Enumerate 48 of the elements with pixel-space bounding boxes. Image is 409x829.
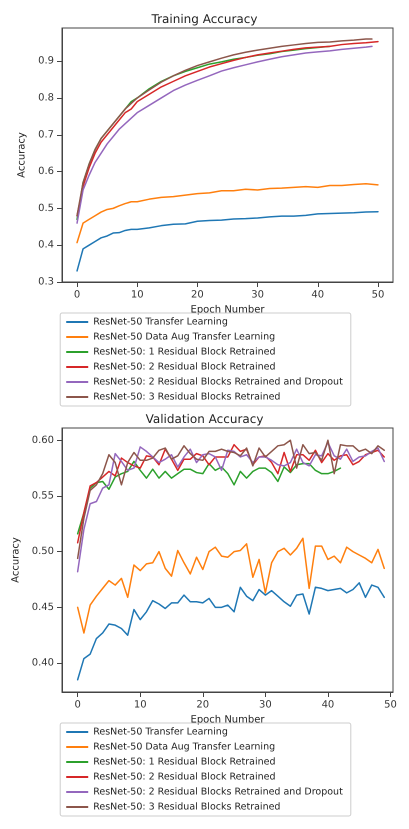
line-series	[76, 182, 379, 244]
y-tick-label: 0.6	[38, 166, 54, 178]
y-tick-label: 0.9	[38, 56, 54, 67]
line-series	[76, 538, 385, 634]
y-tick-label: 0.8	[38, 92, 54, 104]
y-tick-label: 0.50	[32, 546, 54, 558]
line-series	[76, 582, 385, 680]
legend-label: ResNet-50 Transfer Learning	[93, 316, 228, 328]
y-tick-label: 0.5	[38, 202, 54, 214]
y-tick-label: 0.4	[38, 240, 54, 251]
legend-label: ResNet-50: 2 Residual Block Retrained	[93, 362, 276, 372]
legend-label: ResNet-50: 3 Residual Blocks Retrained	[93, 392, 280, 402]
y-tick-label: 0.55	[32, 490, 54, 502]
legend-label: ResNet-50: 3 Residual Blocks Retrained	[93, 802, 280, 812]
legend-label: ResNet-50: 1 Residual Block Retrained	[93, 346, 276, 358]
x-tick-label: 20	[196, 700, 210, 710]
legend-label: ResNet-50: 2 Residual Blocks Retrained and Dropout	[93, 376, 344, 388]
legend-label: ResNet-50 Data Aug Transfer Learning	[93, 742, 276, 752]
x-tick-label: 10	[134, 700, 147, 710]
legend-label: ResNet-50 Transfer Learning	[93, 726, 228, 738]
y-axis-title: Accuracy	[10, 537, 22, 583]
x-tick-label: 40	[322, 700, 334, 710]
legend-label: ResNet-50: 2 Residual Block Retrained	[93, 772, 276, 782]
y-tick-label: 0.40	[32, 658, 54, 669]
x-tick-label: 0	[74, 700, 81, 710]
chart-title: Training Accuracy	[150, 12, 258, 26]
legend-label: ResNet-50: 2 Residual Blocks Retrained and Dropout	[93, 786, 344, 798]
x-tick-label: 0	[74, 290, 80, 300]
x-axis-title: Epoch Number	[190, 304, 266, 316]
x-tick-label: 40	[311, 290, 324, 300]
y-tick-label: 0.3	[38, 276, 54, 288]
x-tick-label: 50	[384, 700, 397, 710]
legend-label: ResNet-50: 1 Residual Block Retrained	[93, 756, 276, 768]
x-tick-label: 50	[372, 290, 384, 300]
x-tick-label: 30	[251, 290, 264, 300]
line-series	[76, 444, 385, 544]
y-tick-label: 0.45	[32, 602, 54, 613]
line-series	[76, 460, 342, 535]
x-tick-label: 20	[191, 290, 204, 300]
x-axis-title: Epoch Number	[190, 714, 266, 726]
x-tick-label: 30	[258, 700, 272, 710]
legend-label: ResNet-50 Data Aug Transfer Learning	[93, 332, 276, 342]
line-series	[76, 210, 379, 272]
chart-title: Validation Accuracy	[146, 412, 264, 426]
x-tick-label: 10	[130, 290, 144, 300]
y-tick-label: 0.7	[38, 129, 54, 140]
y-tick-label: 0.60	[32, 434, 54, 446]
y-axis-title: Accuracy	[16, 132, 28, 178]
